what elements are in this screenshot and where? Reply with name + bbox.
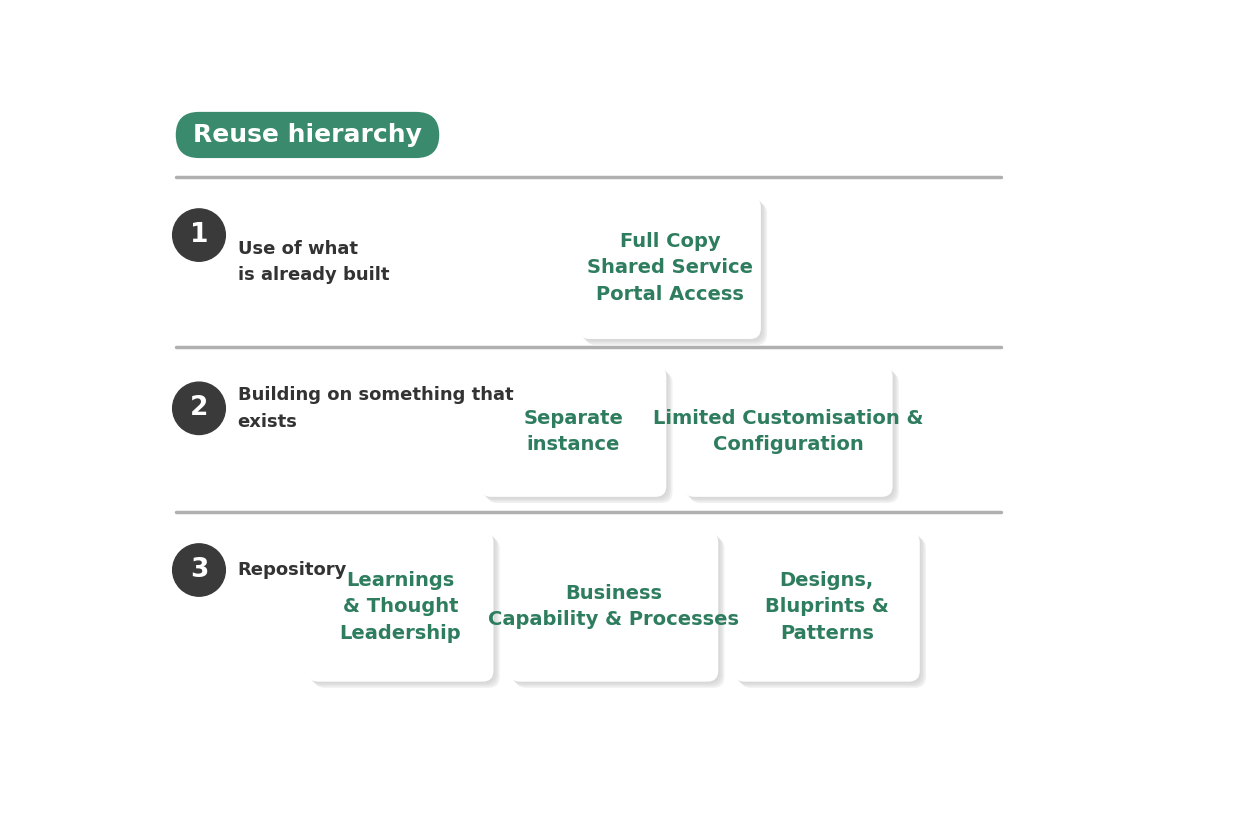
FancyBboxPatch shape xyxy=(515,538,724,688)
FancyBboxPatch shape xyxy=(309,533,495,683)
Text: Reuse hierarchy: Reuse hierarchy xyxy=(193,123,422,147)
FancyBboxPatch shape xyxy=(175,112,439,158)
FancyBboxPatch shape xyxy=(739,538,926,688)
Text: Use of what
is already built: Use of what is already built xyxy=(238,240,389,284)
Text: Repository: Repository xyxy=(238,561,347,579)
Text: 2: 2 xyxy=(190,395,208,421)
FancyBboxPatch shape xyxy=(686,368,894,498)
Circle shape xyxy=(173,544,225,596)
FancyBboxPatch shape xyxy=(314,538,499,688)
FancyBboxPatch shape xyxy=(313,536,498,686)
FancyBboxPatch shape xyxy=(737,534,923,685)
FancyBboxPatch shape xyxy=(688,370,897,502)
FancyBboxPatch shape xyxy=(483,369,669,500)
FancyBboxPatch shape xyxy=(585,203,767,345)
FancyBboxPatch shape xyxy=(485,370,671,502)
FancyBboxPatch shape xyxy=(736,533,921,683)
Text: Full Copy
Shared Service
Portal Access: Full Copy Shared Service Portal Access xyxy=(587,232,753,303)
Text: Learnings
& Thought
Leadership: Learnings & Thought Leadership xyxy=(340,571,462,643)
FancyBboxPatch shape xyxy=(583,201,766,344)
Text: Limited Customisation &
Configuration: Limited Customisation & Configuration xyxy=(653,409,923,454)
Text: Business
Capability & Processes: Business Capability & Processes xyxy=(488,584,739,630)
FancyBboxPatch shape xyxy=(480,366,667,497)
FancyBboxPatch shape xyxy=(510,533,719,683)
FancyBboxPatch shape xyxy=(687,369,896,500)
FancyBboxPatch shape xyxy=(738,536,924,686)
FancyBboxPatch shape xyxy=(582,200,764,342)
Text: 1: 1 xyxy=(190,222,208,248)
FancyBboxPatch shape xyxy=(514,536,723,686)
FancyBboxPatch shape xyxy=(310,534,497,685)
Circle shape xyxy=(173,209,225,261)
Circle shape xyxy=(173,382,225,435)
FancyBboxPatch shape xyxy=(482,368,668,498)
Text: Separate
instance: Separate instance xyxy=(523,409,623,454)
FancyBboxPatch shape xyxy=(509,532,718,681)
Text: 3: 3 xyxy=(190,557,208,583)
FancyBboxPatch shape xyxy=(579,196,761,339)
FancyBboxPatch shape xyxy=(683,366,893,497)
FancyBboxPatch shape xyxy=(308,532,493,681)
FancyBboxPatch shape xyxy=(487,372,673,503)
FancyBboxPatch shape xyxy=(734,532,919,681)
Text: Designs,
Bluprints &
Patterns: Designs, Bluprints & Patterns xyxy=(764,571,888,643)
Text: Building on something that
exists: Building on something that exists xyxy=(238,386,513,431)
FancyBboxPatch shape xyxy=(689,372,898,503)
FancyBboxPatch shape xyxy=(512,534,722,685)
FancyBboxPatch shape xyxy=(580,198,762,340)
